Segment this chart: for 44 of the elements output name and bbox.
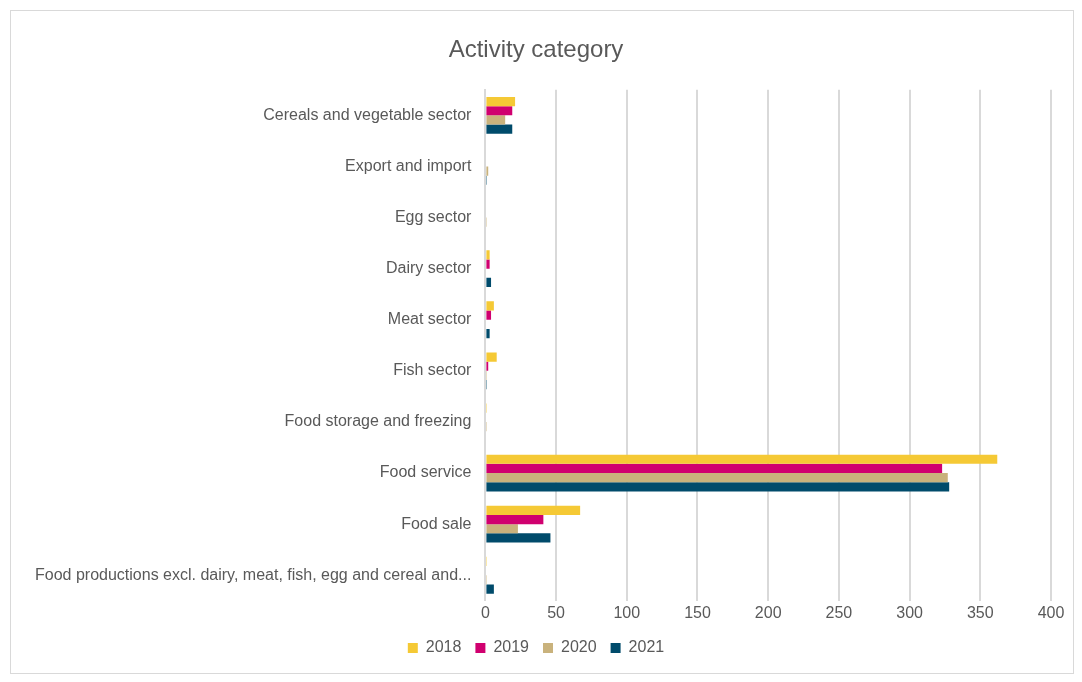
bar (486, 301, 494, 311)
y-tick-label: Meat sector (387, 310, 473, 328)
y-tick-label: Export and import (345, 156, 472, 174)
bar (486, 124, 513, 134)
y-tick-label: Food sale (401, 514, 472, 532)
bar (486, 463, 943, 474)
bar (486, 524, 518, 534)
y-tick-label: Dairy sector (386, 259, 473, 277)
bar (486, 250, 490, 260)
bar (486, 514, 544, 525)
bar (486, 352, 497, 362)
bar (486, 533, 551, 543)
bar (486, 454, 998, 464)
bar (486, 106, 513, 116)
bar (486, 505, 581, 515)
x-tick-label: 150 (684, 603, 711, 621)
chart-title: Activity category (448, 35, 624, 63)
bar (486, 259, 490, 269)
y-tick-label: Fish sector (393, 361, 473, 379)
x-tick-label: 50 (547, 603, 566, 621)
bar (486, 328, 490, 339)
x-tick-label: 0 (480, 603, 490, 621)
bar (486, 310, 492, 320)
x-tick-label: 100 (613, 603, 641, 621)
bar (486, 473, 948, 483)
x-tick-label: 400 (1037, 603, 1065, 621)
bar (486, 277, 492, 288)
y-tick-label: Food productions excl. dairy, meat, fish, egg and cereal and... (35, 565, 472, 583)
legend-label: 2020 (561, 638, 597, 656)
x-tick-label: 350 (966, 603, 994, 621)
x-tick-label: 200 (754, 603, 782, 621)
y-tick-label: Egg sector (394, 207, 473, 225)
bar (486, 115, 506, 125)
legend-label: 2021 (628, 638, 665, 656)
bar (486, 482, 950, 492)
y-tick-label: Cereals and vegetable sector (263, 105, 473, 123)
bar (486, 96, 516, 107)
x-tick-label: 250 (825, 603, 853, 621)
bar (486, 584, 494, 594)
legend-label: 2019 (493, 638, 530, 656)
legend-label: 2018 (425, 638, 462, 656)
x-tick-label: 300 (896, 603, 924, 621)
y-tick-label: Food storage and freezing (284, 412, 472, 430)
y-tick-label: Food service (379, 463, 472, 481)
